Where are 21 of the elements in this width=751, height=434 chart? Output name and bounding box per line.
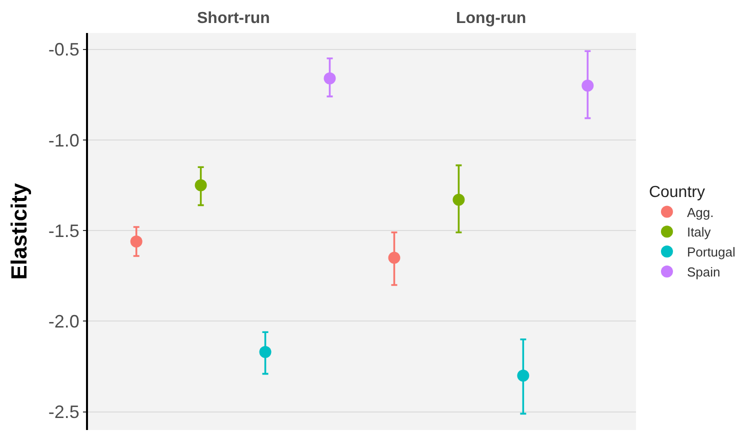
legend-label: Portugal	[686, 244, 736, 260]
y-tick-label: -0.5	[48, 40, 80, 60]
point	[517, 370, 530, 382]
y-axis-title: Elasticity	[6, 182, 32, 280]
point	[259, 346, 272, 358]
y-tick-label: -2.0	[48, 312, 80, 332]
point	[452, 194, 465, 206]
point	[388, 252, 400, 264]
point	[130, 235, 142, 248]
legend-label: Italy	[686, 224, 712, 240]
legend-label: Spain	[686, 264, 720, 280]
legend-label: Agg.	[686, 204, 714, 220]
text: Long-run	[456, 10, 526, 27]
y-tick-label: -2.5	[48, 402, 80, 422]
point	[324, 72, 336, 84]
point	[194, 179, 207, 192]
point	[582, 80, 594, 92]
y-tick-label: -1.0	[48, 130, 80, 150]
text: Short-run	[197, 10, 270, 27]
y-tick-label: -1.5	[48, 220, 80, 241]
legend-title: Country	[648, 184, 705, 201]
